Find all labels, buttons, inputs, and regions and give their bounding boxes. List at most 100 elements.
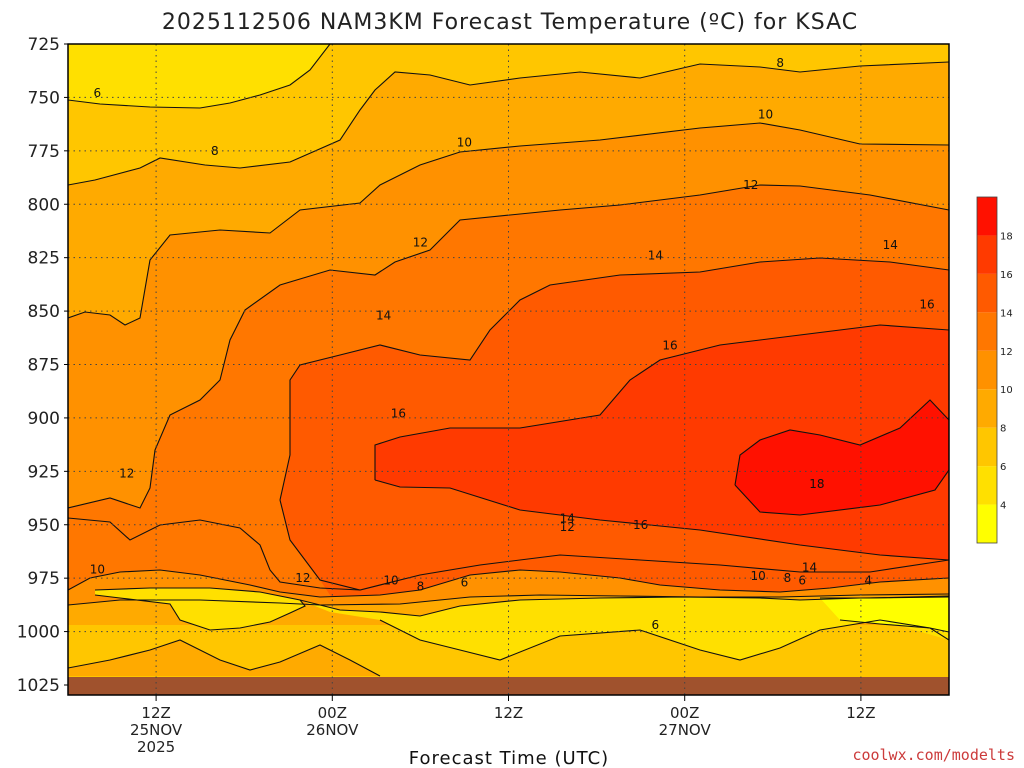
isotherm-8 — [68, 61, 949, 186]
colorbar-tick-label: 10 — [1000, 385, 1013, 396]
contour-label: 8 — [776, 56, 784, 70]
ground-surface — [68, 677, 949, 695]
contour-label: 10 — [758, 108, 773, 122]
colorbar-swatch — [977, 197, 997, 236]
contour-label: 10 — [383, 573, 398, 587]
band-surface-warm — [68, 640, 380, 676]
contour-label: 16 — [391, 407, 406, 421]
isotherm-14 — [279, 257, 949, 501]
y-axis: 725 750 775 800 825 850 875 900 925 950 975 1000 102… — [17, 35, 68, 696]
y-tick-label: 850 — [28, 302, 60, 322]
contour-label: 16 — [662, 338, 677, 352]
y-tick-label: 950 — [28, 516, 60, 536]
band-low-level-4-6-a — [95, 588, 305, 630]
x-tick-label: 2025 — [137, 738, 175, 756]
credit-link[interactable]: coolwx.com/modelts — [852, 746, 1015, 764]
isotherm-16-lower — [374, 479, 949, 561]
isotherm-14-lower — [279, 499, 949, 591]
colorbar-swatch — [977, 312, 997, 351]
y-tick-label: 825 — [28, 249, 60, 269]
isotherm-12-lower — [68, 517, 361, 591]
contour-label: 14 — [648, 249, 663, 263]
colorbar-swatch — [977, 504, 997, 543]
colorbar-swatch — [977, 273, 997, 313]
contour-label: 10 — [750, 569, 765, 583]
colorbar-tick-label: 16 — [1000, 270, 1013, 281]
contour-label: 12 — [413, 236, 428, 250]
x-tick-label: 12Z — [846, 704, 875, 722]
contour-lines — [68, 44, 949, 677]
contour-label: 12 — [743, 178, 758, 192]
x-tick-label: 27NOV — [659, 721, 712, 739]
x-axis-label: Forecast Time (UTC) — [409, 748, 609, 768]
chart-title: 2025112506 NAM3KM Forecast Temperature (… — [162, 10, 858, 35]
contour-label: 10 — [457, 135, 472, 149]
band-low-level-4-6-b — [300, 597, 949, 660]
contour-label: 6 — [652, 618, 660, 632]
y-tick-label: 800 — [28, 195, 60, 215]
y-tick-label: 875 — [28, 356, 60, 376]
contour-label: 14 — [560, 511, 575, 525]
y-tick-label: 1025 — [17, 676, 60, 696]
y-tick-label: 775 — [28, 142, 60, 162]
colorbar-swatch — [977, 235, 997, 274]
contour-label: 14 — [883, 238, 898, 252]
band-4-6-top-left — [68, 44, 330, 108]
band-18-20 — [735, 400, 949, 515]
contour-label: 6 — [798, 573, 806, 587]
isotherm-16 — [374, 324, 949, 480]
contour-label: 6 — [461, 575, 469, 589]
colorbar-tick-label: 6 — [1000, 462, 1006, 473]
contour-label: 12 — [119, 466, 134, 480]
colorbar-tick-label: 8 — [1000, 424, 1006, 435]
contour-label: 8 — [784, 571, 792, 585]
contour-label: 14 — [802, 560, 817, 574]
y-tick-label: 900 — [28, 409, 60, 429]
isotherm-8-surface — [68, 639, 381, 677]
contour-label: 8 — [417, 580, 425, 594]
contour-label: 8 — [211, 144, 219, 158]
x-tick-label: 12Z — [141, 704, 170, 722]
contour-label: 10 — [90, 563, 105, 577]
y-tick-label: 925 — [28, 462, 60, 482]
isotherm-8-lower — [68, 593, 949, 606]
band-low-level-10-12 — [68, 570, 949, 605]
y-tick-label: 750 — [28, 88, 60, 108]
x-tick-label: 26NOV — [306, 721, 359, 739]
isotherm-4 — [820, 595, 949, 633]
colorbar: 4 6 8 10 12 14 16 18 — [976, 196, 1013, 544]
contour-label: 16 — [919, 298, 934, 312]
colorbar-tick-label: 4 — [1000, 501, 1006, 512]
isotherm-18 — [734, 399, 949, 516]
contour-label: 12 — [560, 520, 575, 534]
y-tick-label: 725 — [28, 35, 60, 55]
y-tick-label: 975 — [28, 569, 60, 589]
x-tick-label: 00Z — [670, 704, 699, 722]
x-tick-label: 25NOV — [130, 721, 183, 739]
contour-label: 12 — [295, 571, 310, 585]
grid — [68, 44, 949, 695]
colorbar-swatch — [977, 466, 997, 505]
colorbar-frame — [976, 196, 998, 544]
isotherm-6-surface — [379, 619, 949, 661]
contour-label: 6 — [94, 86, 102, 100]
colorbar-tick-label: 12 — [1000, 347, 1013, 358]
colorbar-swatch — [977, 350, 997, 390]
colorbar-swatch — [977, 427, 997, 467]
y-tick-label: 1000 — [17, 623, 60, 643]
isotherm-10-lower — [68, 569, 949, 598]
x-tick-label: 00Z — [318, 704, 347, 722]
colorbar-tick-label: 18 — [1000, 231, 1013, 242]
isotherm-10 — [68, 122, 949, 326]
contour-label: 4 — [864, 573, 872, 587]
band-low-level-2-4 — [820, 596, 949, 632]
x-tick-label: 12Z — [494, 704, 523, 722]
contour-label: 14 — [376, 308, 391, 322]
isotherm-6-lower-b — [299, 596, 949, 617]
isotherm-6-top — [68, 44, 331, 109]
contour-label: 18 — [809, 477, 824, 491]
